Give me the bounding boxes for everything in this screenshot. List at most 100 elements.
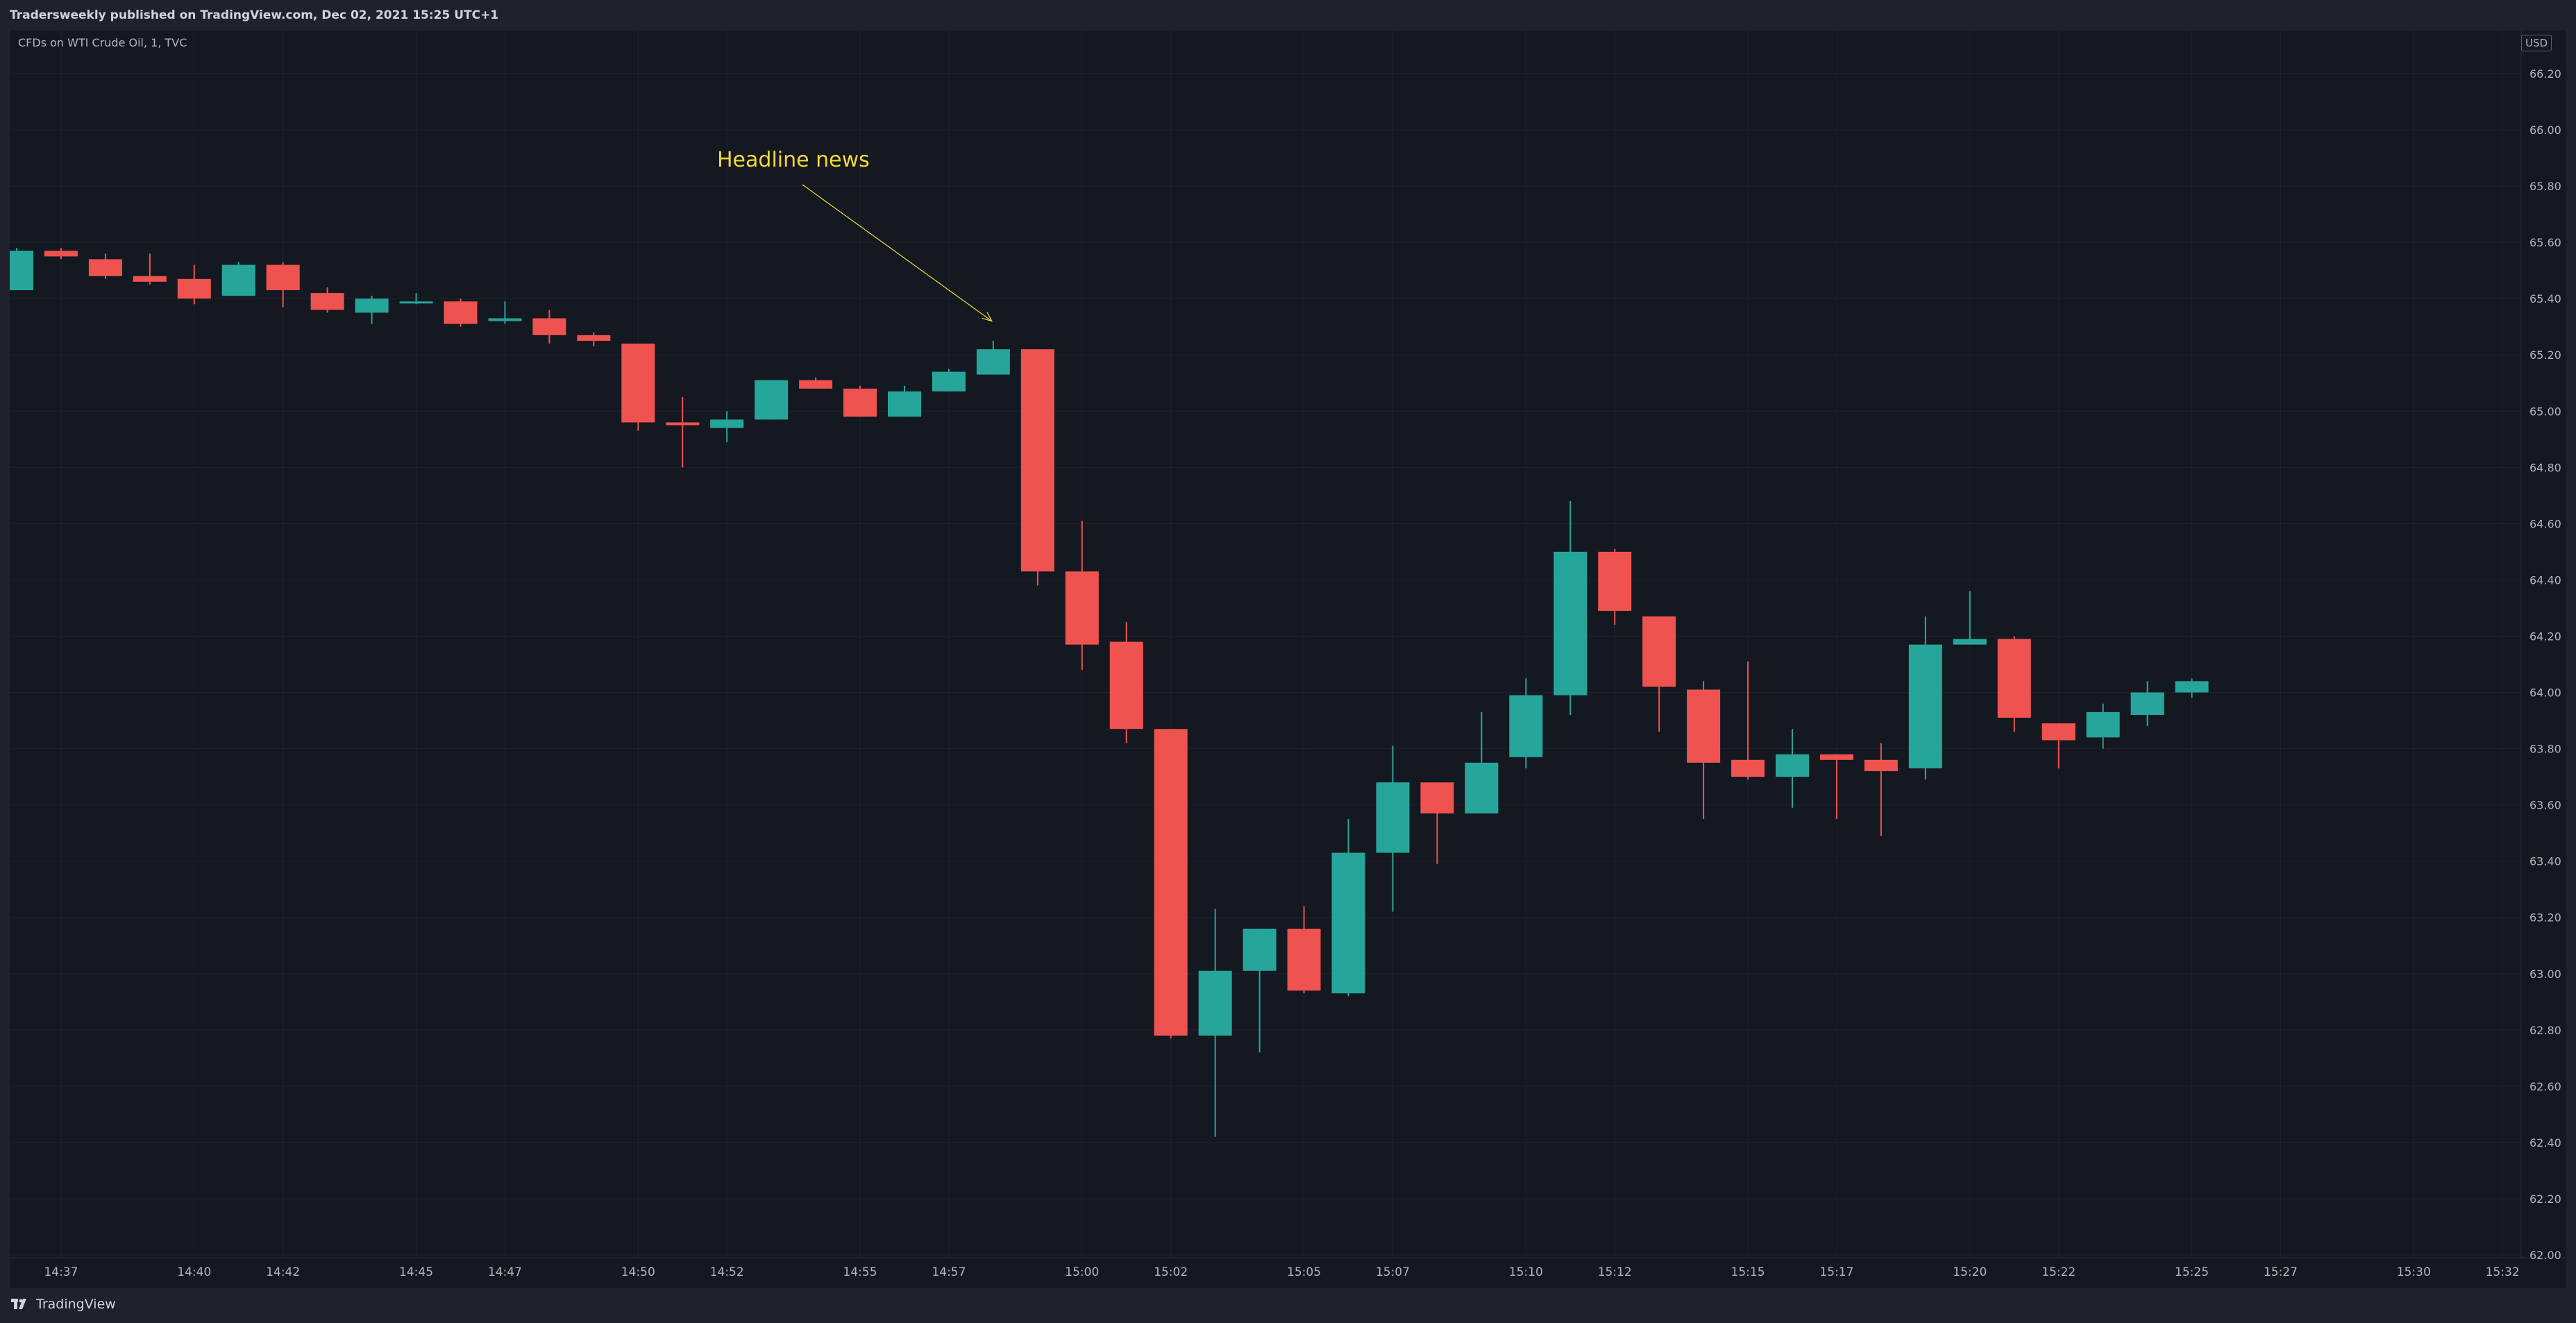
chart-area[interactable]: 66.20 66.00 65.80 65.60 65.40 65.20 65.00 64.80… [10, 31, 2566, 1288]
candle-body-up[interactable] [1331, 852, 1365, 994]
candle-body-up[interactable] [10, 251, 33, 291]
candle-body-up[interactable] [1953, 639, 1987, 645]
time-tick-label: 14:42 [266, 1265, 300, 1279]
price-tick-label: 62.00 [2529, 1249, 2561, 1262]
candle-body-up[interactable] [1776, 754, 1809, 777]
candle-body-down[interactable] [1819, 754, 1853, 760]
candle-body-down[interactable] [88, 259, 122, 276]
candle-body-down[interactable] [1687, 689, 1721, 763]
price-tick-label: 63.60 [2529, 799, 2561, 812]
tradingview-brand: TradingView [36, 1297, 116, 1312]
time-tick-label: 15:12 [1598, 1265, 1632, 1279]
candle-body-down[interactable] [1420, 782, 1454, 814]
price-tick-label: 64.20 [2529, 630, 2561, 643]
time-tick-label: 15:22 [2042, 1265, 2076, 1279]
candle-body-down[interactable] [1154, 729, 1188, 1036]
candle-body-up[interactable] [710, 419, 744, 428]
candle-body-down[interactable] [799, 380, 833, 389]
candle-body-up[interactable] [488, 318, 522, 321]
candle-body-up[interactable] [1198, 970, 1232, 1036]
candlestick-chart[interactable]: 66.20 66.00 65.80 65.60 65.40 65.20 65.00 64.80… [10, 31, 2566, 1288]
candle-body-down[interactable] [843, 388, 877, 417]
candle-body-down[interactable] [44, 251, 78, 257]
candle-body-down[interactable] [444, 301, 478, 324]
symbol-label[interactable]: CFDs on WTI Crude Oil, 1, TVC [18, 36, 187, 49]
annotation-text[interactable]: Headline news [717, 148, 870, 172]
time-tick-label: 14:37 [44, 1265, 78, 1279]
candle-body-up[interactable] [2130, 692, 2164, 715]
annotation-arrow-head [982, 312, 993, 322]
candle-body-up[interactable] [1554, 551, 1588, 696]
candle-body-down[interactable] [266, 264, 300, 291]
time-tick-label: 14:40 [177, 1265, 211, 1279]
price-tick-label: 65.80 [2529, 180, 2561, 193]
price-tick-label: 62.80 [2529, 1024, 2561, 1037]
footer-bar: TradingView [0, 1288, 2576, 1323]
candle-body-up[interactable] [976, 349, 1010, 375]
price-tick-label: 63.00 [2529, 968, 2561, 981]
candle-body-down[interactable] [310, 293, 344, 310]
candle-body-up[interactable] [1376, 782, 1410, 853]
candle-body-down[interactable] [1731, 759, 1765, 777]
candle-body-down[interactable] [1997, 639, 2031, 718]
candle-body-up[interactable] [355, 298, 389, 313]
annotation-arrow-line [802, 184, 993, 322]
candle-body-down[interactable] [1020, 349, 1054, 572]
price-tick-label: 65.20 [2529, 348, 2561, 362]
time-tick-label: 15:02 [1154, 1265, 1188, 1279]
candle-body-down[interactable] [577, 335, 611, 341]
candle-body-up[interactable] [755, 380, 789, 420]
candle-body-up[interactable] [2086, 711, 2120, 738]
price-tick-label: 63.40 [2529, 855, 2561, 868]
time-tick-label: 15:05 [1287, 1265, 1321, 1279]
candle-body-up[interactable] [888, 391, 921, 417]
price-tick-label: 65.00 [2529, 405, 2561, 418]
price-tick-label: 63.20 [2529, 911, 2561, 925]
time-tick-label: 14:45 [399, 1265, 433, 1279]
price-tick-label: 64.60 [2529, 517, 2561, 530]
price-tick-label: 65.40 [2529, 292, 2561, 305]
time-tick-label: 14:52 [710, 1265, 744, 1279]
price-tick-label: 64.40 [2529, 573, 2561, 587]
publish-text: Tradersweekly published on TradingView.c… [10, 8, 499, 22]
candle-body-down[interactable] [621, 344, 655, 423]
candle-body-down[interactable] [2042, 723, 2076, 741]
candle-body-up[interactable] [1465, 762, 1499, 814]
publish-header: Tradersweekly published on TradingView.c… [0, 0, 2576, 31]
price-tick-label: 62.60 [2529, 1080, 2561, 1093]
candle-body-down[interactable] [1065, 571, 1099, 645]
candle-body-up[interactable] [221, 264, 255, 296]
price-tick-label: 65.60 [2529, 236, 2561, 249]
candle-body-down[interactable] [1642, 616, 1676, 687]
time-tick-label: 15:07 [1376, 1265, 1410, 1279]
candle-body-up[interactable] [1243, 928, 1277, 971]
price-tick-label: 66.00 [2529, 124, 2561, 137]
tradingview-logo[interactable]: TradingView [11, 1297, 116, 1312]
candle-body-down[interactable] [133, 276, 167, 282]
price-tick-label: 62.20 [2529, 1193, 2561, 1206]
candle-body-down[interactable] [1287, 928, 1321, 991]
price-tick-label: 64.80 [2529, 461, 2561, 474]
time-tick-label: 15:17 [1819, 1265, 1853, 1279]
candle-body-up[interactable] [2175, 681, 2209, 693]
time-tick-label: 15:00 [1065, 1265, 1099, 1279]
candle-body-up[interactable] [932, 371, 966, 391]
candle-body-up[interactable] [399, 301, 433, 304]
candle-body-down[interactable] [666, 422, 700, 425]
price-tick-label: 62.40 [2529, 1136, 2561, 1149]
candle-body-down[interactable] [532, 318, 566, 335]
candle-body-down[interactable] [177, 278, 211, 299]
time-tick-label: 14:47 [488, 1265, 522, 1279]
time-tick-label: 15:10 [1509, 1265, 1543, 1279]
candle-body-up[interactable] [1509, 695, 1543, 757]
candle-body-down[interactable] [1109, 641, 1143, 730]
currency-label[interactable]: USD [2521, 35, 2552, 51]
tradingview-icon [11, 1299, 26, 1309]
time-tick-label: 15:20 [1953, 1265, 1987, 1279]
candle-body-down[interactable] [1864, 759, 1898, 771]
time-tick-label: 15:25 [2175, 1265, 2209, 1279]
time-tick-label: 14:50 [621, 1265, 655, 1279]
time-tick-label: 15:15 [1731, 1265, 1765, 1279]
candle-body-up[interactable] [1908, 644, 1942, 768]
candle-body-down[interactable] [1598, 551, 1632, 612]
